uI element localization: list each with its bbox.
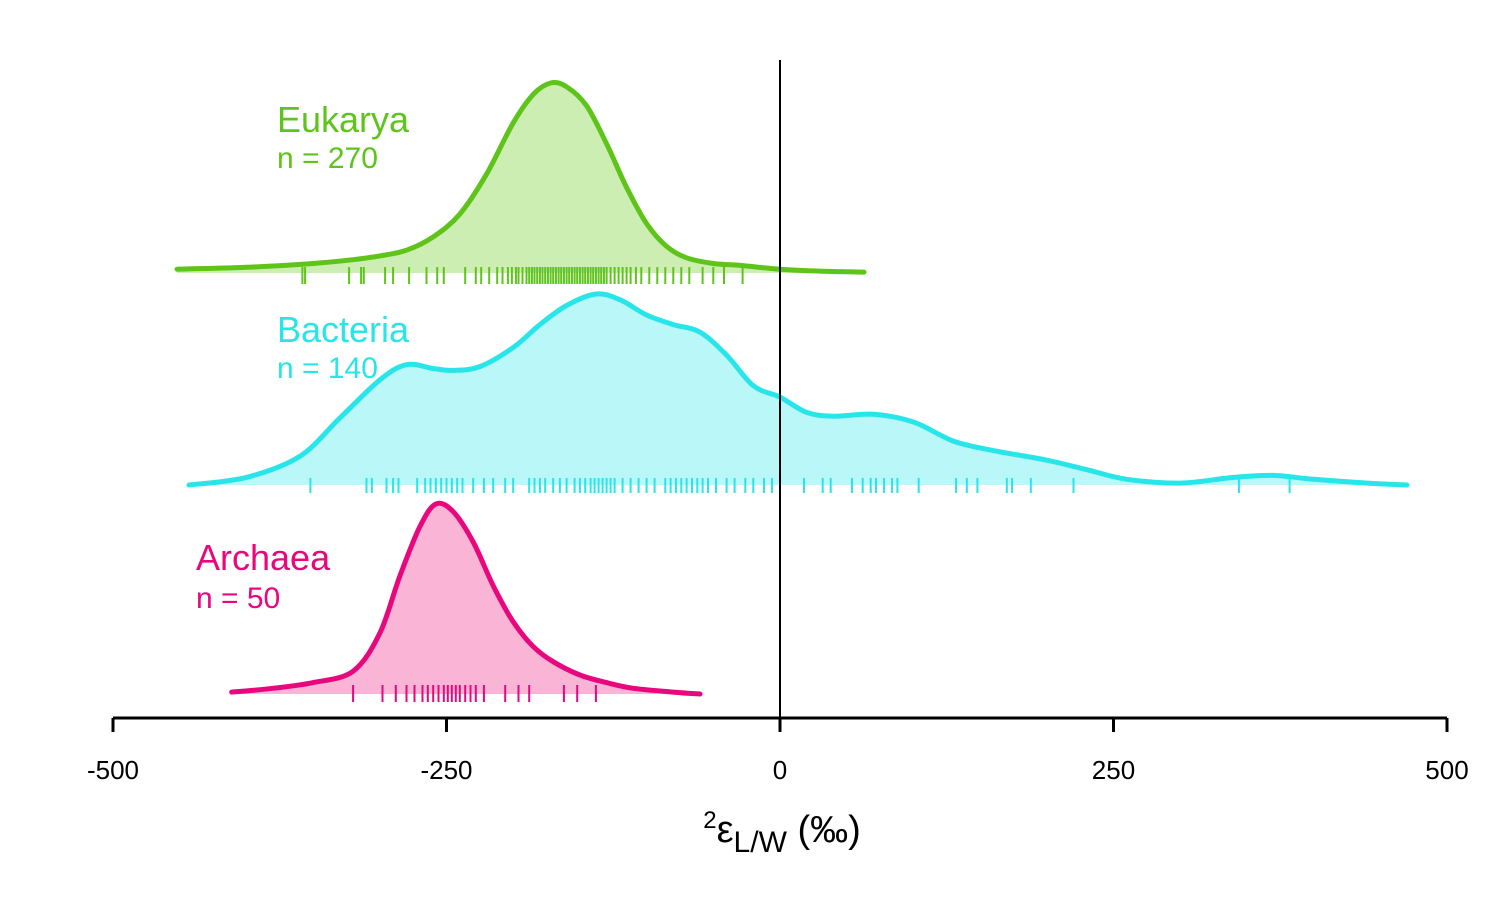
- x-axis-title: 2εL/W (‰): [703, 807, 861, 859]
- bacteria-count-label: n = 140: [277, 352, 378, 385]
- x-axis-title-unit: (‰): [787, 809, 861, 851]
- series-archaea: Archaea n = 50: [196, 500, 703, 702]
- x-axis-title-symbol: ε: [717, 809, 734, 851]
- x-tick-label: 500: [1425, 755, 1468, 785]
- x-axis-title-subscript: L/W: [734, 826, 788, 859]
- archaea-density-fill: [231, 503, 700, 694]
- x-tick-label: -250: [420, 755, 472, 785]
- eukarya-density-fill: [177, 82, 864, 273]
- eukarya-count-label: n = 270: [277, 142, 378, 175]
- x-tick-label: 250: [1092, 755, 1135, 785]
- archaea-density-line: [229, 500, 703, 697]
- archaea-count-label: n = 50: [196, 582, 280, 615]
- x-axis: -500 -250 0 250 500: [87, 716, 1469, 785]
- eukarya-label: Eukarya: [277, 99, 410, 140]
- bacteria-density-fill: [189, 293, 1407, 485]
- bacteria-rug: [309, 478, 1291, 493]
- x-tick-label: -500: [87, 755, 139, 785]
- x-axis-title-superscript: 2: [703, 807, 716, 834]
- archaea-label: Archaea: [196, 537, 331, 578]
- bacteria-label: Bacteria: [277, 309, 410, 350]
- archaea-rug: [352, 685, 597, 702]
- x-tick-label: 0: [773, 755, 787, 785]
- eukarya-rug: [301, 267, 744, 284]
- bacteria-density-line: [186, 291, 1410, 488]
- eukarya-density-line: [174, 80, 867, 275]
